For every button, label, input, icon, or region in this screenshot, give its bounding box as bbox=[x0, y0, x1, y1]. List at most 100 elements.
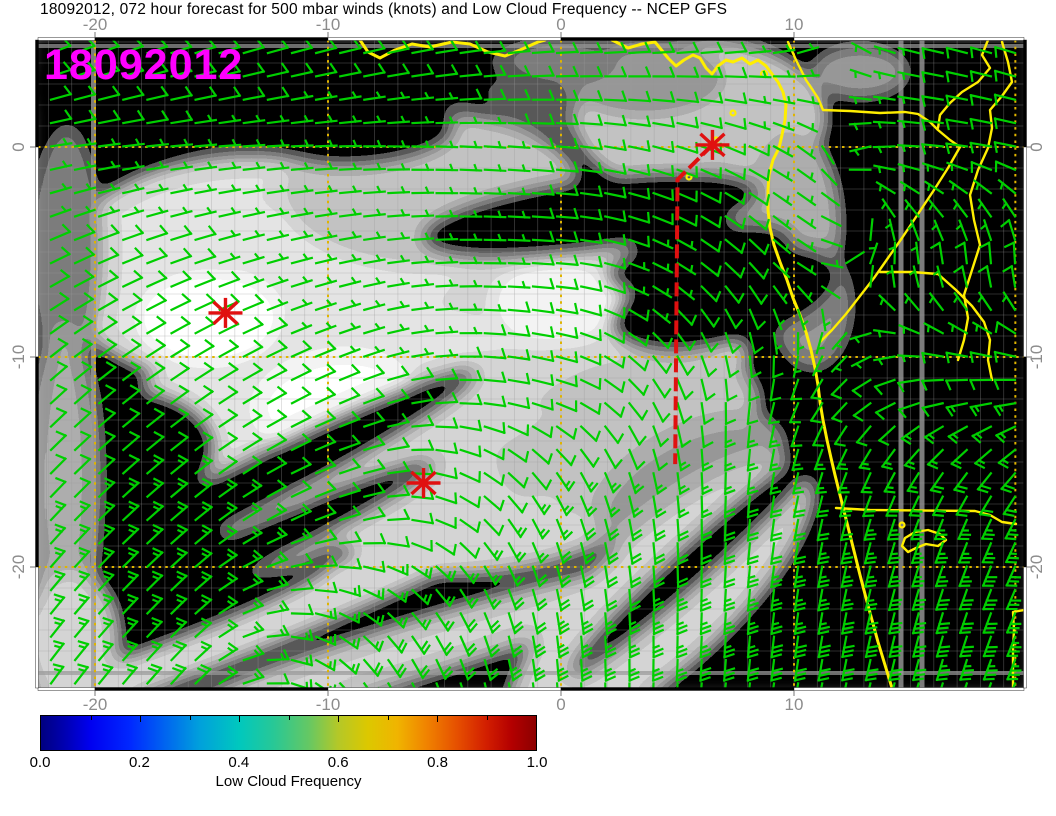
wind-barb bbox=[338, 531, 363, 545]
wind-barb bbox=[700, 355, 718, 378]
wind-barb bbox=[723, 472, 736, 496]
wind-barb bbox=[170, 161, 194, 172]
wind-barb bbox=[897, 401, 920, 419]
wind-barb bbox=[793, 658, 807, 682]
wind-barb bbox=[897, 119, 920, 129]
wind-barb bbox=[49, 546, 67, 569]
wind-barb bbox=[242, 597, 265, 615]
wind-barb bbox=[435, 442, 459, 455]
wind-barb bbox=[864, 658, 879, 682]
wind-barb bbox=[242, 644, 265, 662]
wind-barb bbox=[194, 501, 214, 522]
wind-barb bbox=[928, 199, 945, 218]
wind-barb bbox=[924, 180, 945, 195]
wind-barb bbox=[73, 407, 92, 429]
wind-barb bbox=[934, 541, 948, 565]
wind-barb bbox=[97, 453, 116, 475]
wind-barb bbox=[628, 164, 651, 176]
wind-barb bbox=[993, 69, 1017, 82]
wind-barb bbox=[170, 61, 193, 78]
colorbar-tick-label: 0.0 bbox=[29, 754, 51, 771]
wind-barb bbox=[921, 162, 945, 172]
wind-barb bbox=[969, 141, 993, 154]
wind-barb bbox=[770, 588, 783, 612]
wind-barb bbox=[970, 160, 993, 173]
red-asterisk-marker bbox=[695, 129, 730, 160]
wind-barb bbox=[459, 393, 483, 406]
wind-barb bbox=[982, 635, 998, 658]
wind-barb bbox=[194, 183, 218, 195]
wind-barb bbox=[97, 61, 121, 78]
wind-barb bbox=[627, 261, 651, 272]
wind-barb bbox=[194, 594, 213, 615]
wind-barb bbox=[242, 455, 263, 475]
wind-barb bbox=[796, 214, 817, 230]
wind-barb bbox=[864, 565, 878, 588]
wind-barb bbox=[676, 401, 693, 425]
wind-barb bbox=[555, 518, 574, 541]
wind-barb bbox=[793, 518, 806, 542]
wind-barb bbox=[73, 314, 94, 335]
wind-barb bbox=[700, 402, 715, 426]
wind-barb bbox=[724, 41, 748, 55]
wind-barb bbox=[676, 116, 699, 129]
country-border bbox=[936, 40, 992, 130]
wind-barb bbox=[169, 338, 191, 359]
wind-barb bbox=[978, 495, 994, 517]
wind-barb bbox=[723, 612, 736, 636]
wind-barb bbox=[579, 448, 600, 468]
wind-barb bbox=[145, 500, 165, 522]
wind-barb bbox=[921, 118, 944, 131]
wind-barb bbox=[849, 68, 872, 79]
wind-barb bbox=[723, 565, 736, 589]
wind-barb bbox=[851, 378, 872, 398]
wind-barb bbox=[971, 321, 993, 335]
wind-barb bbox=[932, 265, 945, 288]
wind-barb bbox=[459, 369, 483, 382]
wind-barb bbox=[959, 658, 974, 681]
wind-barb bbox=[266, 673, 290, 685]
wind-barb bbox=[926, 448, 945, 470]
wind-barb bbox=[435, 302, 459, 312]
wind-barb bbox=[652, 41, 676, 55]
wind-barb bbox=[555, 231, 579, 243]
wind-barb bbox=[49, 268, 71, 288]
wind-barb bbox=[958, 588, 974, 611]
wind-barb bbox=[933, 518, 948, 541]
wind-barb bbox=[121, 61, 145, 78]
wind-barb bbox=[555, 41, 580, 55]
wind-barb bbox=[676, 190, 698, 203]
wind-barb bbox=[218, 665, 239, 685]
wind-barb bbox=[459, 116, 483, 125]
wind-barb bbox=[555, 588, 571, 612]
wind-barb bbox=[290, 230, 314, 242]
wind-barb bbox=[218, 161, 242, 171]
wind-barb bbox=[652, 425, 670, 448]
colorbar-tick bbox=[288, 716, 290, 720]
wind-barb bbox=[700, 518, 713, 542]
wind-barb bbox=[555, 327, 579, 339]
wind-barb bbox=[748, 284, 769, 306]
wind-barb bbox=[817, 658, 831, 682]
wind-barb bbox=[507, 164, 531, 173]
wind-barb bbox=[934, 565, 949, 588]
wind-barb bbox=[898, 324, 921, 335]
wind-barb bbox=[386, 611, 409, 629]
wind-barb bbox=[97, 246, 120, 265]
wind-barb bbox=[724, 331, 742, 355]
wind-barb bbox=[935, 635, 951, 658]
wind-barb bbox=[699, 612, 712, 636]
wind-barb bbox=[955, 219, 969, 242]
wind-barb bbox=[266, 40, 290, 55]
wind-barb bbox=[97, 663, 114, 685]
wind-barb bbox=[746, 448, 759, 472]
wind-barb bbox=[290, 298, 313, 312]
wind-barb bbox=[266, 526, 288, 545]
wind-barb bbox=[531, 230, 555, 243]
wind-barb bbox=[170, 40, 193, 55]
wind-barb bbox=[145, 315, 167, 335]
wind-barb bbox=[170, 247, 193, 265]
wind-barb bbox=[121, 640, 139, 662]
wind-barb bbox=[603, 425, 625, 445]
wind-barb bbox=[796, 121, 819, 133]
